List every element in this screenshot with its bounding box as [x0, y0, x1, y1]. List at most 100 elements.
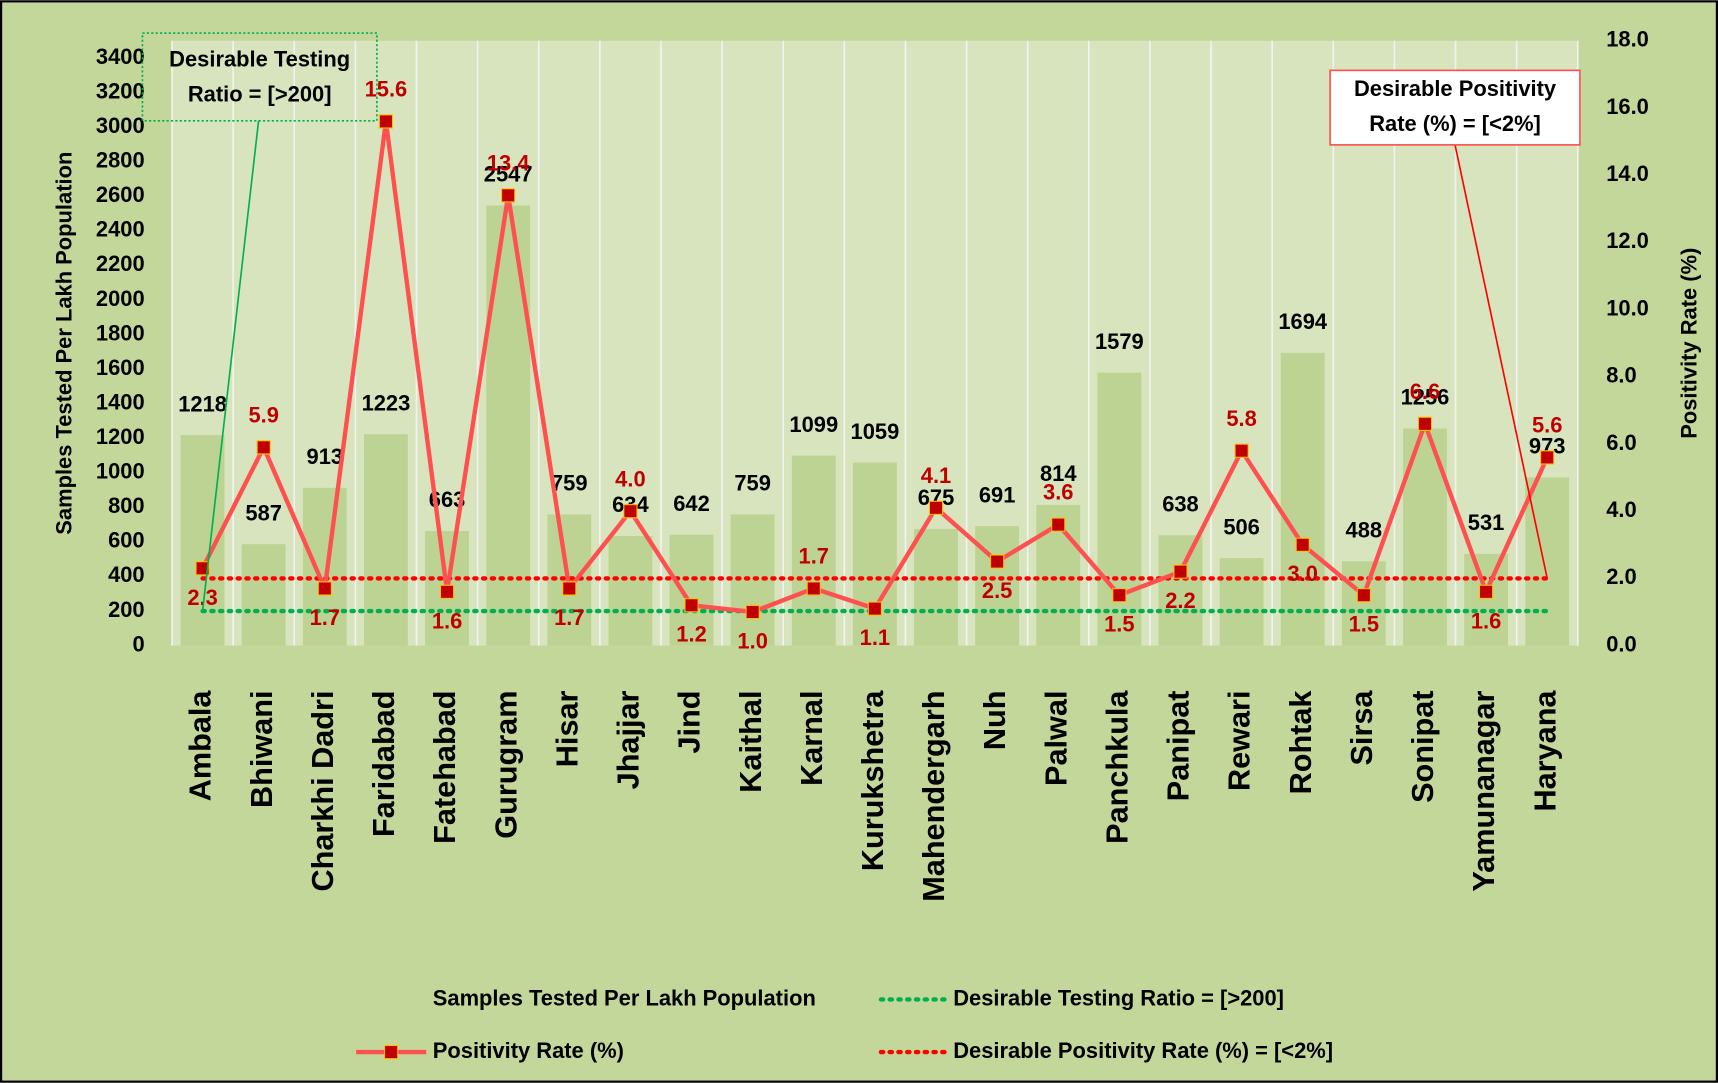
x-tick-label: Fatehabad [428, 691, 462, 844]
y-tick-label: 400 [108, 562, 145, 587]
line-label: 13.4 [487, 150, 530, 175]
line-label: 5.6 [1532, 413, 1562, 438]
y-tick-label: 600 [108, 528, 145, 553]
bar [669, 534, 714, 646]
y-tick-label: 1400 [96, 389, 145, 414]
bar-label: 1099 [789, 412, 838, 437]
marker [623, 504, 638, 519]
marker [867, 601, 883, 616]
line-label: 6.6 [1410, 379, 1440, 404]
y2-tick-label: 12.0 [1606, 228, 1649, 253]
marker [1234, 443, 1249, 458]
bar-label: 2547 [484, 162, 533, 187]
x-tick-label: Yamunanagar [1467, 690, 1501, 891]
y2-tick-label: 4.0 [1606, 497, 1636, 522]
x-tick-label: Rewari [1223, 691, 1257, 792]
x-tick-label: Bhiwani [245, 691, 279, 809]
y-tick-label: 2400 [96, 217, 145, 242]
annotation-text: Ratio = [>200] [188, 81, 332, 106]
bar-label: 642 [673, 491, 710, 516]
bar-label: 1223 [362, 390, 411, 415]
bar-label: 506 [1223, 514, 1260, 539]
x-tick-label: Palwal [1039, 691, 1073, 786]
annotation-box [1329, 69, 1581, 146]
y-tick-label: 2000 [96, 286, 145, 311]
bar [852, 462, 897, 646]
annotation-box [141, 32, 378, 122]
x-tick-label: Gurugram [489, 691, 523, 839]
bar-label: 1218 [178, 391, 227, 416]
marker [1173, 564, 1188, 579]
marker [1051, 517, 1066, 532]
bar [914, 528, 958, 646]
line-label: 4.0 [615, 466, 645, 491]
line-label: 15.6 [365, 77, 408, 102]
y2-tick-label: 16.0 [1606, 94, 1649, 119]
line-label: 5.8 [1226, 406, 1256, 431]
marker [501, 188, 516, 203]
bar [364, 434, 408, 646]
y2-tick-label: 8.0 [1606, 363, 1636, 388]
bar-label: 1059 [851, 419, 900, 444]
line-label: 3.0 [1287, 561, 1317, 586]
x-tick-label: Sonipat [1406, 691, 1440, 803]
bar [1341, 561, 1386, 646]
y-tick-label: 0 [132, 631, 144, 656]
x-tick-label: Rohtak [1284, 690, 1318, 795]
line-label: 1.5 [1104, 612, 1134, 637]
line-label: 3.6 [1043, 480, 1073, 505]
line-label: 2.5 [982, 578, 1012, 603]
annotation-text: Desirable Testing [169, 46, 350, 71]
marker [562, 581, 577, 596]
annotation-text: Desirable Positivity [1354, 76, 1557, 101]
marker [806, 581, 821, 596]
x-tick-label: Ambala [184, 690, 218, 802]
legend-swatch [384, 1044, 399, 1060]
bar-label: 691 [979, 482, 1016, 507]
y2-tick-label: 2.0 [1606, 564, 1636, 589]
y2-tick-label: 6.0 [1606, 430, 1636, 455]
marker [990, 554, 1005, 569]
marker [928, 500, 944, 515]
bar [302, 487, 347, 646]
bar [608, 536, 653, 646]
marker [1112, 588, 1127, 603]
bar-label: 759 [734, 471, 771, 496]
line-label: 1.0 [737, 628, 767, 653]
bar-label: 488 [1346, 517, 1383, 542]
legend-label: Desirable Testing Ratio = [>200] [953, 985, 1284, 1010]
marker [745, 604, 760, 620]
y2-tick-label: 10.0 [1606, 295, 1649, 320]
marker [439, 584, 455, 599]
x-tick-label: Charkhi Dadri [306, 691, 340, 892]
marker [256, 440, 271, 455]
legend-label: Desirable Positivity Rate (%) = [<2%] [953, 1038, 1333, 1063]
bar [1464, 553, 1508, 646]
y-tick-label: 3200 [96, 78, 145, 103]
bar-label: 814 [1040, 461, 1077, 486]
bar [1280, 352, 1325, 646]
bar-label: 913 [307, 444, 344, 469]
y-tick-label: 2200 [96, 251, 145, 276]
bar [1158, 535, 1203, 646]
line-label: 5.9 [248, 402, 278, 427]
bar-label: 587 [245, 500, 282, 525]
x-tick-label: Sirsa [1345, 690, 1379, 766]
bar-label: 1694 [1278, 309, 1328, 334]
x-tick-label: Faridabad [367, 691, 401, 838]
y-tick-label: 1800 [96, 320, 145, 345]
marker [1356, 588, 1371, 603]
line-label: 1.7 [554, 605, 584, 630]
y-tick-label: 200 [108, 597, 145, 622]
y-tick-label: 1000 [96, 459, 145, 484]
annotation-leader [201, 120, 260, 612]
y2-tick-label: 0.0 [1606, 631, 1636, 656]
bar [241, 544, 286, 646]
x-tick-label: Panipat [1162, 691, 1196, 802]
y2-tick-label: 14.0 [1606, 161, 1649, 186]
annotation-leader [1454, 144, 1548, 579]
marker [684, 598, 699, 613]
line-label: 1.6 [432, 608, 462, 633]
marker [378, 114, 394, 129]
